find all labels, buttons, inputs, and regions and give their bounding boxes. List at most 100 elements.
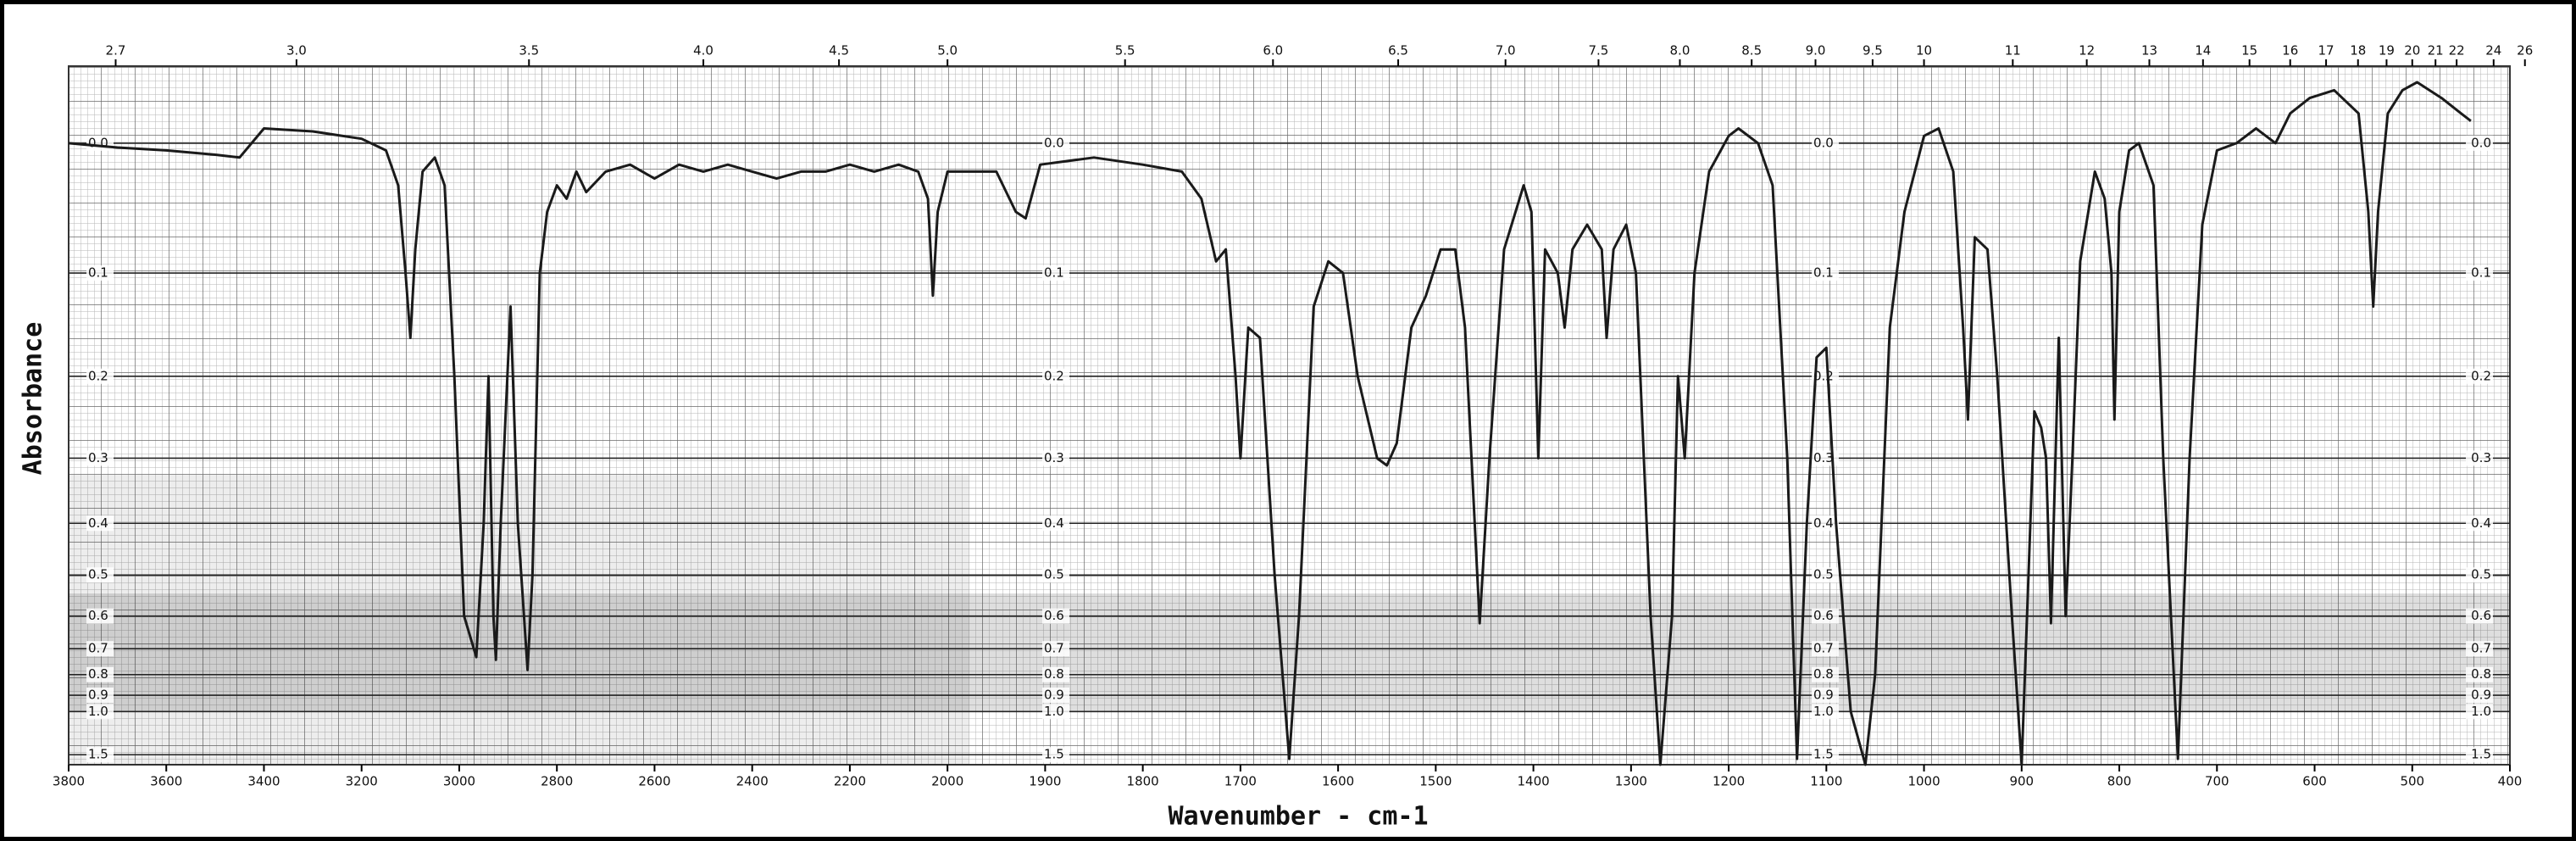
plot-layer: 0.0 0.0 0.0 0.00.1 0.1 0.1 0.10.2 0.2 0.2 0.20.3 0… [53, 43, 2533, 789]
x-tick-label: 3800 [53, 774, 85, 789]
tick-label-bg [86, 704, 114, 720]
tick-label-bg [1042, 704, 1069, 720]
x2-tick-label: 4.0 [693, 43, 713, 58]
tick-label-bg [1042, 666, 1069, 682]
x-tick-label: 1300 [1615, 774, 1647, 789]
tick-label-bg [1812, 666, 1839, 682]
y-tick-label: 0.7 [1813, 641, 1834, 656]
y-tick-label: 0.8 [1044, 666, 1064, 682]
y-tick-label: 0.0 [1813, 135, 1834, 150]
tick-label-bg [2466, 747, 2493, 763]
x-tick-label: 1100 [1810, 774, 1842, 789]
y-tick-label: 0.4 [1044, 515, 1064, 531]
y-tick-label: 0.4 [2471, 515, 2491, 531]
x2-tick-label: 5.0 [937, 43, 958, 58]
tick-label-bg [1042, 747, 1069, 763]
tick-label-bg [1812, 641, 1839, 657]
tick-label-bg [2466, 666, 2493, 682]
tick-label-bg [2466, 265, 2493, 281]
y-tick-label: 1.5 [88, 747, 108, 762]
y-tick-label: 0.9 [2471, 688, 2491, 703]
x2-tick-label: 22 [2449, 43, 2465, 58]
y-tick-label: 0.9 [88, 688, 108, 703]
x-tick-label: 3600 [150, 774, 182, 789]
y-tick-label: 1.0 [1044, 704, 1064, 719]
x-axis-label: Wavenumber - cm-1 [1168, 802, 1428, 832]
x2-tick-label: 24 [2485, 43, 2501, 58]
x2-tick-label: 18 [2350, 43, 2366, 58]
tick-label-bg [86, 688, 114, 704]
x2-tick-label: 6.0 [1263, 43, 1283, 58]
tick-label-bg [86, 567, 114, 583]
y-tick-label: 0.6 [88, 608, 108, 623]
y-tick-label: 0.5 [88, 567, 108, 582]
x-tick-label: 1600 [1322, 774, 1354, 789]
y-tick-label: 0.5 [2471, 567, 2491, 582]
x2-tick-label: 8.0 [1670, 43, 1690, 58]
x-tick-label: 1000 [1907, 774, 1940, 789]
tick-label-bg [86, 747, 114, 763]
y-tick-label: 0.3 [88, 450, 108, 465]
x-tick-label: 400 [2498, 774, 2523, 789]
y-tick-label: 1.0 [2471, 704, 2491, 719]
x-tick-label: 500 [2400, 774, 2424, 789]
y-tick-label: 1.0 [88, 704, 108, 719]
y-tick-label: 0.0 [1044, 135, 1064, 150]
x2-tick-label: 4.5 [829, 43, 849, 58]
y-tick-label: 0.6 [1044, 608, 1064, 623]
x-tick-label: 1200 [1713, 774, 1745, 789]
x2-tick-label: 6.5 [1388, 43, 1408, 58]
x2-tick-label: 12 [2079, 43, 2095, 58]
x2-tick-label: 2.7 [106, 43, 126, 58]
tick-label-bg [1812, 567, 1839, 583]
tick-label-bg [1812, 135, 1839, 151]
tick-label-bg [1042, 641, 1069, 657]
x-tick-label: 2000 [931, 774, 963, 789]
tick-label-bg [1042, 567, 1069, 583]
x2-tick-label: 15 [2241, 43, 2257, 58]
x-tick-label: 2400 [736, 774, 769, 789]
tick-label-bg [1042, 450, 1069, 466]
tick-label-bg [1812, 515, 1839, 532]
x2-tick-label: 7.5 [1588, 43, 1608, 58]
y-tick-label: 0.6 [1813, 608, 1834, 623]
x2-tick-label: 10 [1916, 43, 1932, 58]
x2-tick-label: 20 [2404, 43, 2420, 58]
x2-tick-label: 16 [2282, 43, 2298, 58]
x2-tick-label: 3.5 [519, 43, 539, 58]
tick-label-bg [1042, 515, 1069, 532]
tick-label-bg [86, 265, 114, 281]
y-tick-label: 0.9 [1813, 688, 1834, 703]
tick-label-bg [2466, 641, 2493, 657]
x-tick-label: 3400 [247, 774, 280, 789]
tick-label-bg [86, 666, 114, 682]
tick-label-bg [2466, 704, 2493, 720]
x2-tick-label: 13 [2141, 43, 2157, 58]
x2-tick-label: 11 [2005, 43, 2021, 58]
y-tick-label: 0.4 [1813, 515, 1834, 531]
tick-label-bg [1812, 704, 1839, 720]
y-tick-label: 0.9 [1044, 688, 1064, 703]
tick-label-bg [1042, 688, 1069, 704]
tick-label-bg [2466, 368, 2493, 384]
x-tick-label: 1900 [1029, 774, 1061, 789]
x2-tick-label: 5.5 [1115, 43, 1135, 58]
x2-tick-label: 26 [2517, 43, 2533, 58]
x2-tick-label: 7.0 [1496, 43, 1516, 58]
tick-label-bg [86, 368, 114, 384]
x-tick-label: 800 [2107, 774, 2132, 789]
y-tick-label: 0.1 [1813, 265, 1834, 281]
tick-label-bg [1812, 368, 1839, 384]
y-tick-label: 0.2 [2471, 368, 2491, 383]
x-tick-label: 1500 [1419, 774, 1452, 789]
x-tick-label: 1400 [1518, 774, 1550, 789]
x2-tick-label: 8.5 [1741, 43, 1762, 58]
y-tick-label: 0.6 [2471, 608, 2491, 623]
x2-tick-label: 3.0 [286, 43, 307, 58]
y-tick-label: 0.7 [88, 641, 108, 656]
y-tick-label: 1.0 [1813, 704, 1834, 719]
tick-label-bg [2466, 608, 2493, 624]
tick-label-bg [86, 515, 114, 532]
y-tick-label: 0.3 [1813, 450, 1834, 465]
